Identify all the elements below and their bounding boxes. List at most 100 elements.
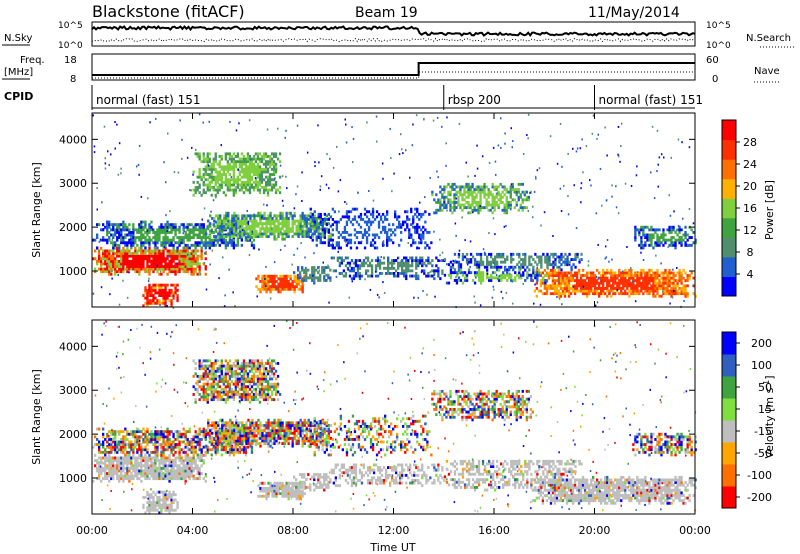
heatmap-cell xyxy=(491,182,494,186)
heatmap-cell xyxy=(295,282,298,286)
heatmap-cell xyxy=(186,469,189,473)
heatmap-cell xyxy=(592,276,595,280)
heatmap-cell xyxy=(250,178,254,182)
heatmap-cell xyxy=(128,469,131,473)
heatmap-cell xyxy=(228,183,232,187)
heatmap-cell xyxy=(518,260,521,264)
heatmap-cell xyxy=(94,249,97,253)
heatmap-cell xyxy=(684,279,687,283)
heatmap-cell xyxy=(277,290,280,294)
heatmap-cell xyxy=(658,284,661,288)
heatmap-cell xyxy=(98,466,101,470)
heatmap-cell xyxy=(466,263,469,266)
heatmap-cell xyxy=(341,215,345,219)
heatmap-cell xyxy=(433,274,435,277)
heatmap-cell xyxy=(328,187,330,190)
heatmap-cell xyxy=(210,162,213,166)
heatmap-cell xyxy=(136,477,139,481)
heatmap-cell xyxy=(340,272,344,275)
heatmap-cell xyxy=(246,157,250,161)
heatmap-cell xyxy=(556,255,559,259)
heatmap-cell xyxy=(254,183,258,187)
heatmap-cell xyxy=(656,238,659,242)
heatmap-cell xyxy=(677,138,680,141)
heatmap-cell xyxy=(533,190,536,193)
heatmap-cell xyxy=(128,262,131,266)
heatmap-cell xyxy=(142,243,145,247)
heatmap-cell xyxy=(214,183,217,187)
heatmap-cell xyxy=(222,180,226,184)
heatmap-cell xyxy=(320,175,323,178)
heatmap-cell xyxy=(656,289,659,293)
heatmap-cell xyxy=(662,276,665,280)
heatmap-cell xyxy=(493,195,496,199)
heatmap-cell xyxy=(220,183,223,187)
heatmap-cell xyxy=(624,268,627,272)
heatmap-cell xyxy=(289,214,292,218)
heatmap-cell xyxy=(249,224,252,228)
heatmap-cell xyxy=(232,162,236,166)
heatmap-cell xyxy=(504,265,507,269)
heatmap-cell xyxy=(301,217,304,220)
colorbar-tick-label: 24 xyxy=(743,158,757,171)
heatmap-cell xyxy=(232,225,236,229)
heatmap-cell xyxy=(164,259,167,263)
heatmap-cell xyxy=(357,241,361,245)
heatmap-cell xyxy=(194,233,197,237)
heatmap-cell xyxy=(198,152,201,156)
heatmap-cell xyxy=(128,238,131,242)
heatmap-cell xyxy=(144,466,147,470)
heatmap-cell xyxy=(275,214,278,218)
heatmap-cell xyxy=(447,263,451,267)
heatmap-cell xyxy=(258,183,262,187)
heatmap-cell xyxy=(250,160,254,164)
heatmap-cell xyxy=(257,235,260,238)
heatmap-cell xyxy=(371,210,375,214)
heatmap-cell xyxy=(276,188,280,192)
heatmap-cell xyxy=(486,265,489,269)
heatmap-cell xyxy=(172,225,175,229)
heatmap-cell xyxy=(630,284,633,288)
heatmap-cell xyxy=(158,299,161,303)
heatmap-cell xyxy=(487,193,490,197)
heatmap-cell xyxy=(358,274,362,278)
heatmap-cell xyxy=(168,294,171,297)
heatmap-cell xyxy=(212,167,215,171)
heatmap-cell xyxy=(390,238,393,242)
heatmap-cell xyxy=(285,214,288,218)
heatmap-cell xyxy=(315,238,318,242)
heatmap-cell xyxy=(122,464,125,468)
heatmap-cell xyxy=(413,259,416,262)
heatmap-cell xyxy=(682,238,685,242)
heatmap-cell xyxy=(232,243,236,247)
heatmap-cell xyxy=(187,253,189,256)
heatmap-cell xyxy=(114,464,117,468)
heatmap-cell xyxy=(473,281,477,285)
heatmap-cell xyxy=(299,224,302,228)
heatmap-cell xyxy=(459,193,462,197)
heatmap-cell xyxy=(581,281,585,285)
heatmap-cell xyxy=(269,227,272,231)
heatmap-cell xyxy=(410,210,413,214)
heatmap-cell xyxy=(178,464,181,468)
heatmap-cell xyxy=(559,281,563,285)
heatmap-cell xyxy=(132,238,135,242)
heatmap-cell xyxy=(102,461,105,465)
heatmap-cell xyxy=(694,238,697,242)
heatmap-cell xyxy=(154,246,157,250)
heatmap-cell xyxy=(648,268,651,272)
heatmap-cell xyxy=(230,228,234,232)
heatmap-cell xyxy=(417,264,420,268)
heatmap-cell xyxy=(467,190,470,194)
heatmap-cell xyxy=(146,231,149,234)
heatmap-cell xyxy=(144,270,147,274)
heatmap-cell xyxy=(412,225,415,229)
heatmap-cell xyxy=(114,147,116,150)
heatmap-cell xyxy=(618,281,621,285)
heatmap-cell xyxy=(144,238,147,242)
heatmap-cell xyxy=(241,214,244,218)
heatmap-cell xyxy=(359,215,363,219)
heatmap-cell xyxy=(490,273,493,277)
heatmap-cell xyxy=(138,236,141,239)
heatmap-cell xyxy=(150,456,153,460)
